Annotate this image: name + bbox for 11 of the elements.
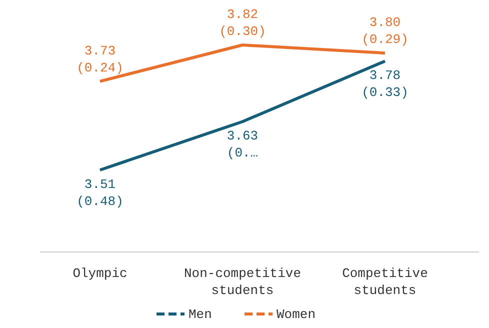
x-tick-label: Olympic [72, 266, 128, 281]
data-label: 3.63 (0.… [226, 128, 258, 161]
data-label: 3.51 (0.48) [76, 177, 124, 209]
data-label: 3.78 (0.33) [362, 68, 408, 100]
data-label: 3.82 (0.30) [219, 7, 266, 39]
legend-label: Women [276, 307, 316, 322]
legend-label: Men [188, 307, 212, 322]
data-label: 3.73 (0.24) [76, 43, 124, 76]
x-tick-label: Competitive students [342, 266, 428, 298]
data-label: 3.80 (0.29) [362, 15, 408, 48]
x-tick-label: Non-competitive students [184, 266, 302, 298]
